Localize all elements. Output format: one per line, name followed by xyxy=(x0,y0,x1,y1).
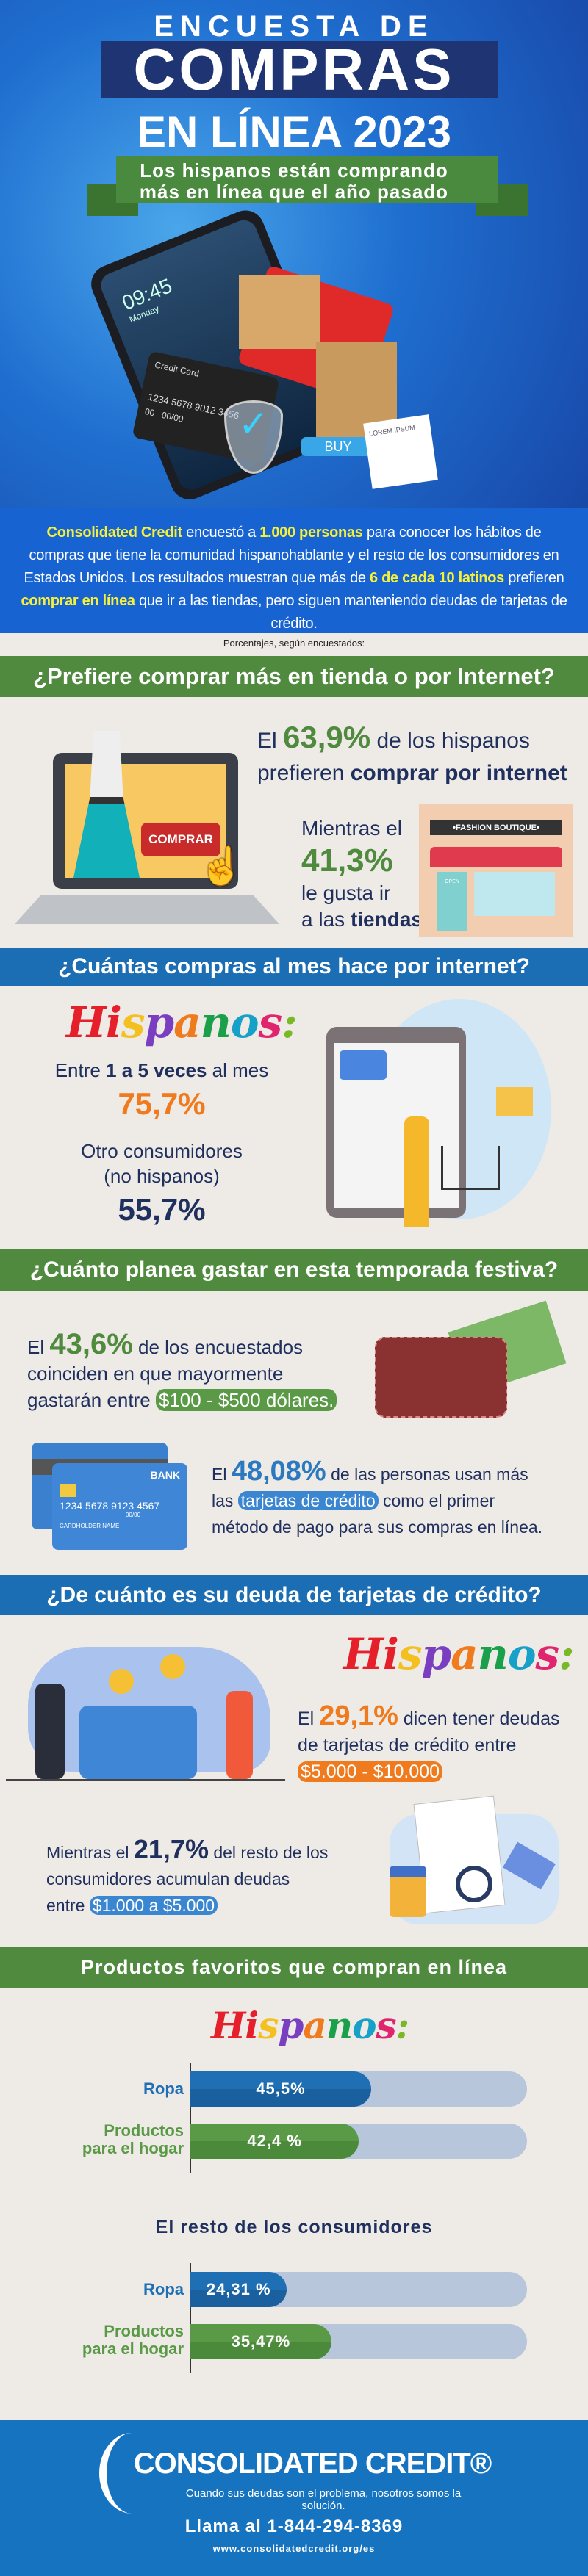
section-heading-store-vs-internet: ¿Prefiere comprar más en tienda o por In… xyxy=(0,656,588,697)
laptop-dress-illustration: COMPRAR ☝ xyxy=(15,705,279,933)
credit-card-icon xyxy=(79,1706,197,1779)
hispanos-letter: H xyxy=(343,1629,384,1679)
logo-swoosh xyxy=(99,2433,165,2514)
shopper-man xyxy=(404,1116,429,1227)
bar-home-products: 35,47% xyxy=(190,2324,331,2359)
stat-other-debt: Mientras el 21,7% del resto de los consu… xyxy=(46,1834,329,1915)
hispanos-letter: s xyxy=(376,2004,397,2047)
hispanos-letter: o xyxy=(352,2004,376,2047)
hispanos-letter: p xyxy=(144,997,175,1047)
consolidated-credit-logo: CONSOLIDATED CREDIT® xyxy=(133,2447,492,2480)
footer: CONSOLIDATED CREDIT® Cuando sus deudas s… xyxy=(0,2420,588,2576)
bar-label: Productos para el hogar xyxy=(82,2322,184,2358)
footer-url[interactable]: www.consolidatedcredit.org/es xyxy=(212,2543,376,2554)
woman-figure xyxy=(226,1691,253,1779)
wallet-icon xyxy=(375,1337,507,1418)
bar-label: Ropa xyxy=(143,2079,184,2098)
shopping-illustration: 09:45 Monday Credit Card 1234 5678 9012 … xyxy=(85,204,441,505)
hispanos-letter: s xyxy=(258,997,283,1047)
hispanos-letter: p xyxy=(421,1629,452,1679)
hispanos-letter: n xyxy=(326,2004,353,2047)
hispanos-letter: s xyxy=(258,2004,279,2047)
online-shoppers-illustration xyxy=(323,999,551,1234)
hispanos-letter: s xyxy=(121,997,146,1047)
stat-hispanic-debt: El 29,1% dicen tener deudas de tarjetas … xyxy=(298,1700,560,1782)
hispanos-letter: s xyxy=(535,1629,560,1679)
coin-icon xyxy=(109,1669,134,1694)
hero-banner: ENCUESTA DE COMPRAS EN LÍNEA 2023 Los hi… xyxy=(0,0,588,508)
buy-button-image: BUY xyxy=(301,437,375,456)
bar-track: 45,5% xyxy=(190,2071,527,2107)
debt-illustration xyxy=(6,1639,285,1781)
credit-card-icon xyxy=(340,1050,387,1080)
chart-title-others: El resto de los consumidores xyxy=(155,2217,433,2237)
bar-track: 24,31 % xyxy=(190,2272,527,2307)
hispanos-letter: n xyxy=(477,1629,509,1679)
hispanos-letter: o xyxy=(507,1629,537,1679)
title-line-3: EN LÍNEA 2023 xyxy=(137,107,451,156)
hispanos-letter: : xyxy=(395,2004,409,2047)
bar-track: 42,4 % xyxy=(190,2124,527,2159)
title-line-1: ENCUESTA DE xyxy=(154,10,434,43)
hispanos-label: Hispanos: xyxy=(343,1629,575,1679)
fashion-boutique-store-illustration: •FASHION BOUTIQUE• OPEN xyxy=(419,804,573,937)
magnifier-icon xyxy=(456,1866,492,1902)
bills-calculator-illustration xyxy=(375,1795,559,1932)
bar-track: 35,47% xyxy=(190,2324,527,2359)
bar-label: Ropa xyxy=(143,2280,184,2298)
section-heading-credit-card-debt: ¿De cuánto es su deuda de tarjetas de cr… xyxy=(0,1575,588,1615)
footer-tagline: Cuando sus deudas son el problema, nosot… xyxy=(185,2487,462,2512)
coin-icon xyxy=(160,1654,185,1679)
chip-icon xyxy=(60,1484,76,1497)
shopping-cart-icon xyxy=(441,1146,500,1190)
bank-cards-illustration: BANK 1234 5678 9123 4567 00/00 CARDHOLDE… xyxy=(32,1443,187,1550)
chart-axis-line xyxy=(190,2263,191,2373)
title-line-2: COMPRAS xyxy=(133,37,455,102)
bar-home-products: 42,4 % xyxy=(190,2124,359,2159)
hispanos-letter: o xyxy=(230,997,259,1047)
stat-holiday-spending: El 43,6% de los encuestados coinciden en… xyxy=(27,1330,337,1413)
footer-phone[interactable]: Llama al 1-844-294-8369 xyxy=(184,2517,404,2536)
section-heading-monthly-purchases: ¿Cuántas compras al mes hace por interne… xyxy=(0,948,588,986)
hispanos-letter: H xyxy=(66,997,107,1047)
stat-monthly-purchases: Entre 1 a 5 veces al mes 75,7% Otro cons… xyxy=(54,1059,269,1227)
stat-online-preference: El 63,9% de los hispanos prefieren compr… xyxy=(257,720,567,786)
bar-clothing: 24,31 % xyxy=(190,2272,287,2307)
section-heading-favorite-products: Productos favoritos que compran en línea xyxy=(0,1947,588,1988)
chart-axis-line xyxy=(190,2063,191,2173)
bar-clothing: 45,5% xyxy=(190,2071,372,2107)
bar-label: Productos para el hogar xyxy=(82,2121,184,2157)
hispanos-letter: i xyxy=(382,1629,399,1679)
hispanos-letter: s xyxy=(398,1629,423,1679)
hispanos-letter: a xyxy=(451,1629,478,1679)
wallet-money-illustration xyxy=(375,1300,567,1418)
hispanos-label: Hispanos: xyxy=(66,997,298,1047)
hispanos-letter: i xyxy=(245,2004,259,2047)
comprar-button-image: COMPRAR xyxy=(141,823,220,856)
hand-cursor-icon: ☝ xyxy=(198,845,245,887)
subtitle-ribbon xyxy=(116,156,498,203)
stat-store-preference: Mientras el 41,3% le gusta ir a las tien… xyxy=(301,817,423,931)
hispanos-letter: a xyxy=(173,997,201,1047)
title-band xyxy=(101,41,498,98)
intro-text: Consolidated Credit encuestó a 1.000 per… xyxy=(0,508,588,633)
hispanos-letter: i xyxy=(105,997,122,1047)
hispanos-letter: a xyxy=(303,2004,326,2047)
percentages-note: Porcentajes, según encuestados: xyxy=(223,638,365,649)
hispanos-letter: : xyxy=(282,997,297,1047)
section-heading-holiday-spending: ¿Cuánto planea gastar en esta temporada … xyxy=(0,1249,588,1291)
subtitle: Los hispanos están comprando más en línea… xyxy=(139,159,449,203)
hispanos-letter: n xyxy=(200,997,232,1047)
receipt-image: LOREM IPSUM xyxy=(363,414,438,489)
hispanos-letter: p xyxy=(278,2004,304,2047)
hispanos-letter: : xyxy=(559,1629,574,1679)
stat-credit-card-usage: El 48,08% de las personas usan más las t… xyxy=(212,1456,543,1537)
hispanos-letter: H xyxy=(211,2004,245,2047)
man-figure xyxy=(35,1684,65,1779)
box-image xyxy=(239,275,320,349)
chart-title-hispanos: Hispanos: xyxy=(211,2004,409,2047)
calculator-icon xyxy=(390,1866,426,1917)
